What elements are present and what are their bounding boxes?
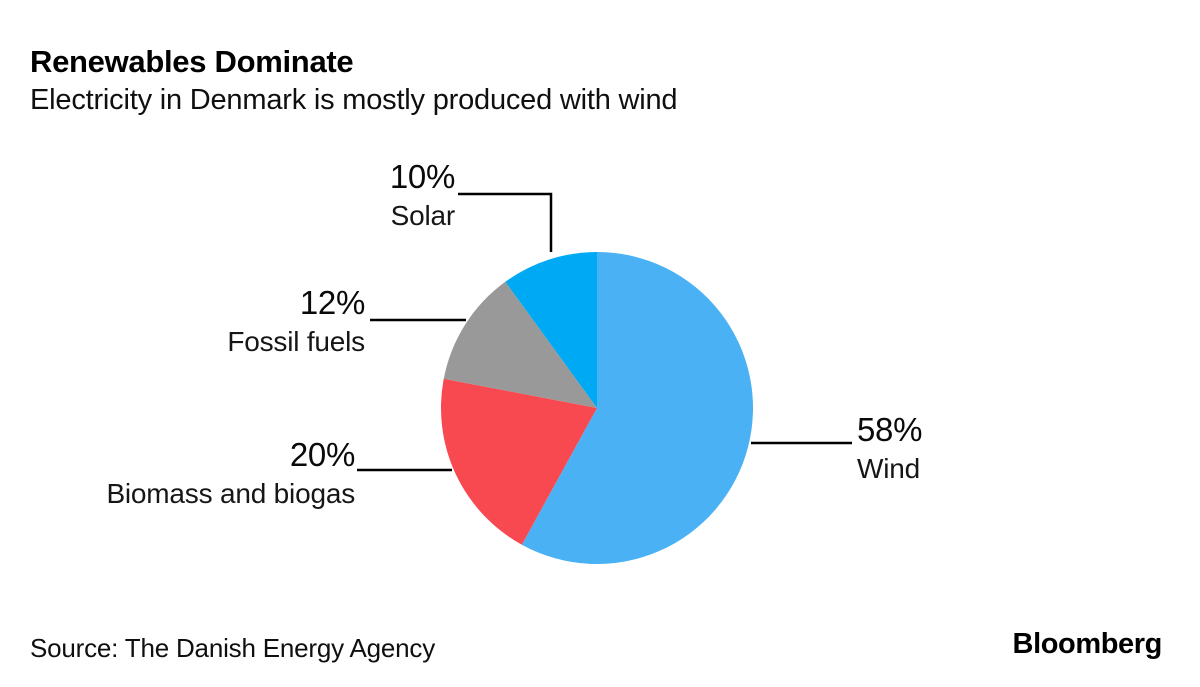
callout-fossil-fuels: 12% Fossil fuels — [115, 286, 365, 356]
leader-lines — [357, 192, 852, 472]
callout-fossil-fuels-value: 12% — [299, 284, 365, 321]
pie-slice-fossil-fuels — [443, 281, 597, 408]
chart-title: Renewables Dominate — [30, 44, 354, 79]
callout-biomass-value: 20% — [289, 436, 355, 473]
pie-slice-wind — [521, 252, 754, 564]
callout-biomass-label: Biomass and biogas — [106, 478, 355, 509]
source-credit: Source: The Danish Energy Agency — [30, 633, 436, 663]
callout-biomass: 20% Biomass and biogas — [95, 438, 355, 508]
callout-solar: 10% Solar — [255, 160, 455, 230]
leader-line-solar — [458, 192, 553, 252]
chart-subtitle: Electricity in Denmark is mostly produce… — [30, 84, 678, 116]
bloomberg-logo: Bloomberg — [1012, 628, 1163, 660]
callout-wind-value: 58% — [857, 411, 923, 448]
callout-solar-value: 10% — [389, 158, 455, 195]
pie-slice-solar — [505, 252, 597, 408]
callout-wind-label: Wind — [857, 453, 920, 484]
pie-slices — [440, 252, 754, 564]
callout-fossil-fuels-label: Fossil fuels — [227, 326, 365, 357]
callout-solar-label: Solar — [390, 200, 456, 231]
pie-slice-biomass-and-biogas — [440, 378, 597, 545]
callout-wind: 58% Wind — [857, 413, 1107, 483]
